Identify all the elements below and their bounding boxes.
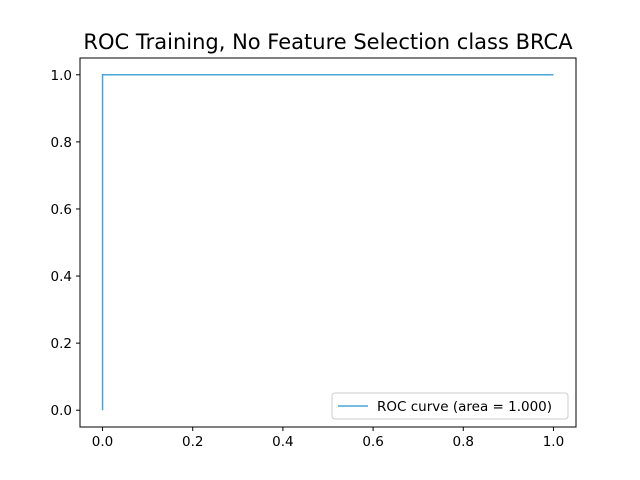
chart-title: ROC Training, No Feature Selection class… <box>83 30 573 54</box>
x-tick-label: 0.6 <box>362 434 383 450</box>
x-tick-label: 0.0 <box>92 434 113 450</box>
y-tick-label: 0.8 <box>51 135 72 151</box>
x-tick-label: 0.2 <box>182 434 203 450</box>
legend-box <box>331 392 569 420</box>
y-tick-label: 0.4 <box>51 269 72 285</box>
y-tick-label: 0.6 <box>51 202 72 218</box>
x-tick-label: 1.0 <box>543 434 564 450</box>
roc-curve-line <box>101 74 554 411</box>
legend: ROC curve (area = 1.000) <box>331 392 569 420</box>
y-tick-label: 1.0 <box>51 68 72 84</box>
series-group <box>101 74 554 411</box>
x-axis: 0.0 0.2 0.4 0.6 0.8 1.0 <box>92 427 564 450</box>
y-tick-label: 0.2 <box>51 336 72 352</box>
y-axis: 0.0 0.2 0.4 0.6 0.8 1.0 <box>51 68 80 419</box>
x-tick-label: 0.8 <box>453 434 474 450</box>
plot-area-frame <box>79 57 577 428</box>
legend-label: ROC curve (area = 1.000) <box>377 399 552 415</box>
x-tick-label: 0.4 <box>272 434 293 450</box>
y-tick-label: 0.0 <box>51 403 72 419</box>
